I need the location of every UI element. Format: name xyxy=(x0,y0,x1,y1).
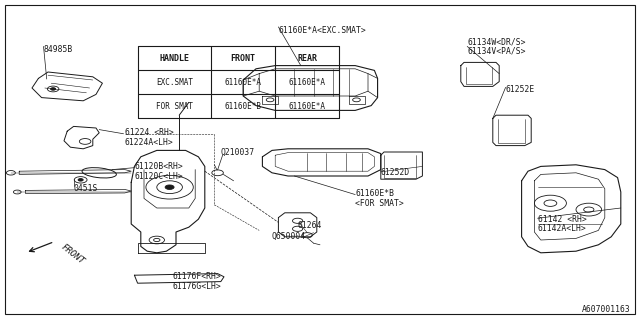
Text: 61176F<RH>: 61176F<RH> xyxy=(173,272,221,281)
Text: 61160E*A: 61160E*A xyxy=(225,78,262,87)
Text: 61120C<LH>: 61120C<LH> xyxy=(134,172,183,180)
Text: HANDLE: HANDLE xyxy=(159,54,189,63)
Text: 61120B<RH>: 61120B<RH> xyxy=(134,162,183,171)
Text: 84985B: 84985B xyxy=(44,45,73,54)
Text: 0451S: 0451S xyxy=(74,184,98,193)
Text: 61160E*A: 61160E*A xyxy=(289,102,326,111)
Text: 61160E*B: 61160E*B xyxy=(225,102,262,111)
Text: Q210037: Q210037 xyxy=(221,148,255,156)
Circle shape xyxy=(165,185,174,189)
Text: 61252E: 61252E xyxy=(506,85,535,94)
Text: A607001163: A607001163 xyxy=(582,305,630,314)
Text: EXC.SMAT: EXC.SMAT xyxy=(156,78,193,87)
Text: 61142A<LH>: 61142A<LH> xyxy=(538,224,586,233)
Text: FOR SMAT: FOR SMAT xyxy=(156,102,193,111)
Circle shape xyxy=(78,179,83,181)
Text: 61160E*A<EXC.SMAT>: 61160E*A<EXC.SMAT> xyxy=(278,26,366,35)
Text: REAR: REAR xyxy=(297,54,317,63)
Text: 61160E*A: 61160E*A xyxy=(289,78,326,87)
Text: FRONT: FRONT xyxy=(230,54,256,63)
Text: 61160E*B: 61160E*B xyxy=(355,189,394,198)
Text: 61134W<DR/S>: 61134W<DR/S> xyxy=(467,37,525,46)
Text: 61252D: 61252D xyxy=(381,168,410,177)
Text: Q650004: Q650004 xyxy=(272,232,306,241)
Text: 61224A<LH>: 61224A<LH> xyxy=(125,138,173,147)
Text: 61176G<LH>: 61176G<LH> xyxy=(173,282,221,291)
Text: 61142 <RH>: 61142 <RH> xyxy=(538,215,586,224)
Text: 61134V<PA/S>: 61134V<PA/S> xyxy=(467,47,525,56)
Text: 61264: 61264 xyxy=(298,221,322,230)
Circle shape xyxy=(51,88,56,90)
Text: 61224 <RH>: 61224 <RH> xyxy=(125,128,173,137)
Text: FRONT: FRONT xyxy=(60,243,86,266)
Text: <FOR SMAT>: <FOR SMAT> xyxy=(355,199,404,208)
